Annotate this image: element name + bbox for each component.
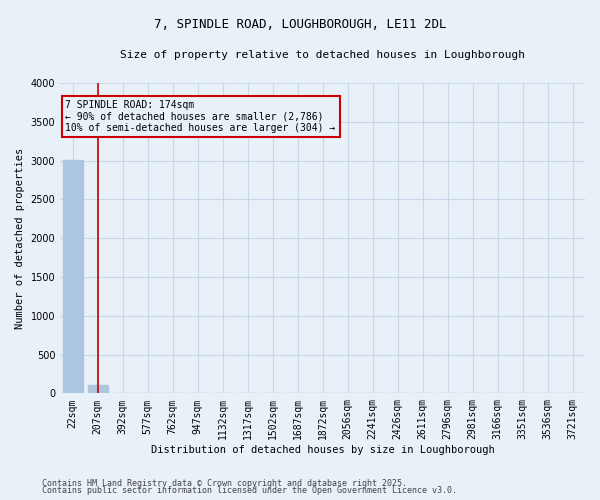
Text: Contains HM Land Registry data © Crown copyright and database right 2025.: Contains HM Land Registry data © Crown c… <box>42 478 407 488</box>
Text: Contains public sector information licensed under the Open Government Licence v3: Contains public sector information licen… <box>42 486 457 495</box>
Title: Size of property relative to detached houses in Loughborough: Size of property relative to detached ho… <box>120 50 525 60</box>
Text: 7, SPINDLE ROAD, LOUGHBOROUGH, LE11 2DL: 7, SPINDLE ROAD, LOUGHBOROUGH, LE11 2DL <box>154 18 446 30</box>
Bar <box>62 160 83 394</box>
X-axis label: Distribution of detached houses by size in Loughborough: Distribution of detached houses by size … <box>151 445 494 455</box>
Bar <box>88 385 107 394</box>
Y-axis label: Number of detached properties: Number of detached properties <box>15 148 25 329</box>
Text: 7 SPINDLE ROAD: 174sqm
← 90% of detached houses are smaller (2,786)
10% of semi-: 7 SPINDLE ROAD: 174sqm ← 90% of detached… <box>65 100 335 134</box>
